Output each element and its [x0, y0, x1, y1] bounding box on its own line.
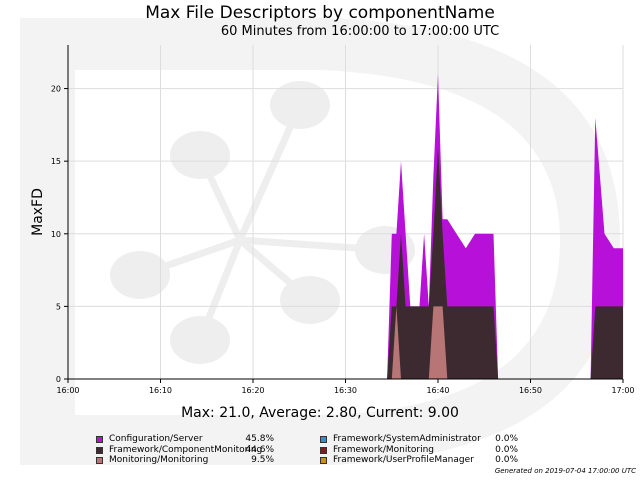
legend-label: Monitoring/Monitoring — [109, 455, 209, 465]
legend-swatch — [96, 457, 103, 464]
chart-title: Max File Descriptors by componentName — [145, 3, 495, 23]
y-tick-label: 10 — [51, 230, 61, 239]
legend-percent: 0.0% — [495, 434, 518, 444]
x-tick-label: 16:20 — [241, 386, 264, 395]
legend-label: Framework/Monitoring — [333, 444, 434, 455]
stats-summary: Max: 21.0, Average: 2.80, Current: 9.00 — [181, 405, 459, 421]
legend-label: Framework/SystemAdministrator — [333, 434, 481, 444]
legend-swatch — [320, 457, 327, 464]
y-tick-label: 0 — [56, 375, 61, 384]
legend-percent: 45.8% — [245, 434, 274, 444]
legend: Configuration/Server 45.8% Framework/Sys… — [96, 434, 556, 466]
y-tick-label: 20 — [51, 85, 61, 94]
watermark-node — [110, 251, 170, 299]
legend-swatch — [320, 436, 327, 443]
legend-label: Configuration/Server — [109, 434, 203, 444]
x-tick-label: 16:00 — [56, 386, 79, 395]
x-tick-label: 16:30 — [334, 386, 357, 395]
x-tick-label: 16:50 — [519, 386, 542, 395]
x-axis-ticks: 16:00 16:10 16:20 16:30 16:40 16:50 17:00 — [56, 379, 635, 395]
legend-swatch — [96, 436, 103, 443]
legend-percent: 0.0% — [495, 444, 518, 455]
legend-percent: 9.5% — [251, 455, 274, 465]
watermark-frame — [20, 18, 620, 465]
y-axis-ticks: 0 5 10 15 20 — [51, 85, 68, 384]
watermark-node — [280, 276, 340, 324]
legend-label: Framework/UserProfileManager — [333, 455, 474, 465]
chart-subtitle: 60 Minutes from 16:00:00 to 17:00:00 UTC — [220, 24, 500, 39]
y-tick-label: 5 — [56, 302, 61, 311]
x-tick-label: 16:10 — [149, 386, 172, 395]
x-tick-label: 16:40 — [426, 386, 449, 395]
legend-label: Framework/ComponentMonitoring — [109, 444, 263, 455]
legend-percent: 0.0% — [495, 455, 518, 465]
legend-percent: 44.6% — [245, 444, 274, 455]
legend-swatch — [96, 446, 103, 454]
y-tick-label: 15 — [51, 157, 61, 166]
dirac-logo-watermark — [20, 18, 620, 465]
legend-swatch — [320, 446, 327, 454]
watermark-node — [170, 316, 230, 364]
area-series-monitoring-monitoring — [387, 306, 623, 379]
generated-timestamp: Generated on 2019-07-04 17:00:00 UTC — [494, 467, 636, 475]
chart-areas — [382, 74, 623, 379]
y-axis-label: MaxFD — [30, 188, 46, 236]
watermark-node — [270, 81, 330, 129]
watermark-node — [170, 131, 230, 179]
x-tick-label: 17:00 — [611, 386, 634, 395]
